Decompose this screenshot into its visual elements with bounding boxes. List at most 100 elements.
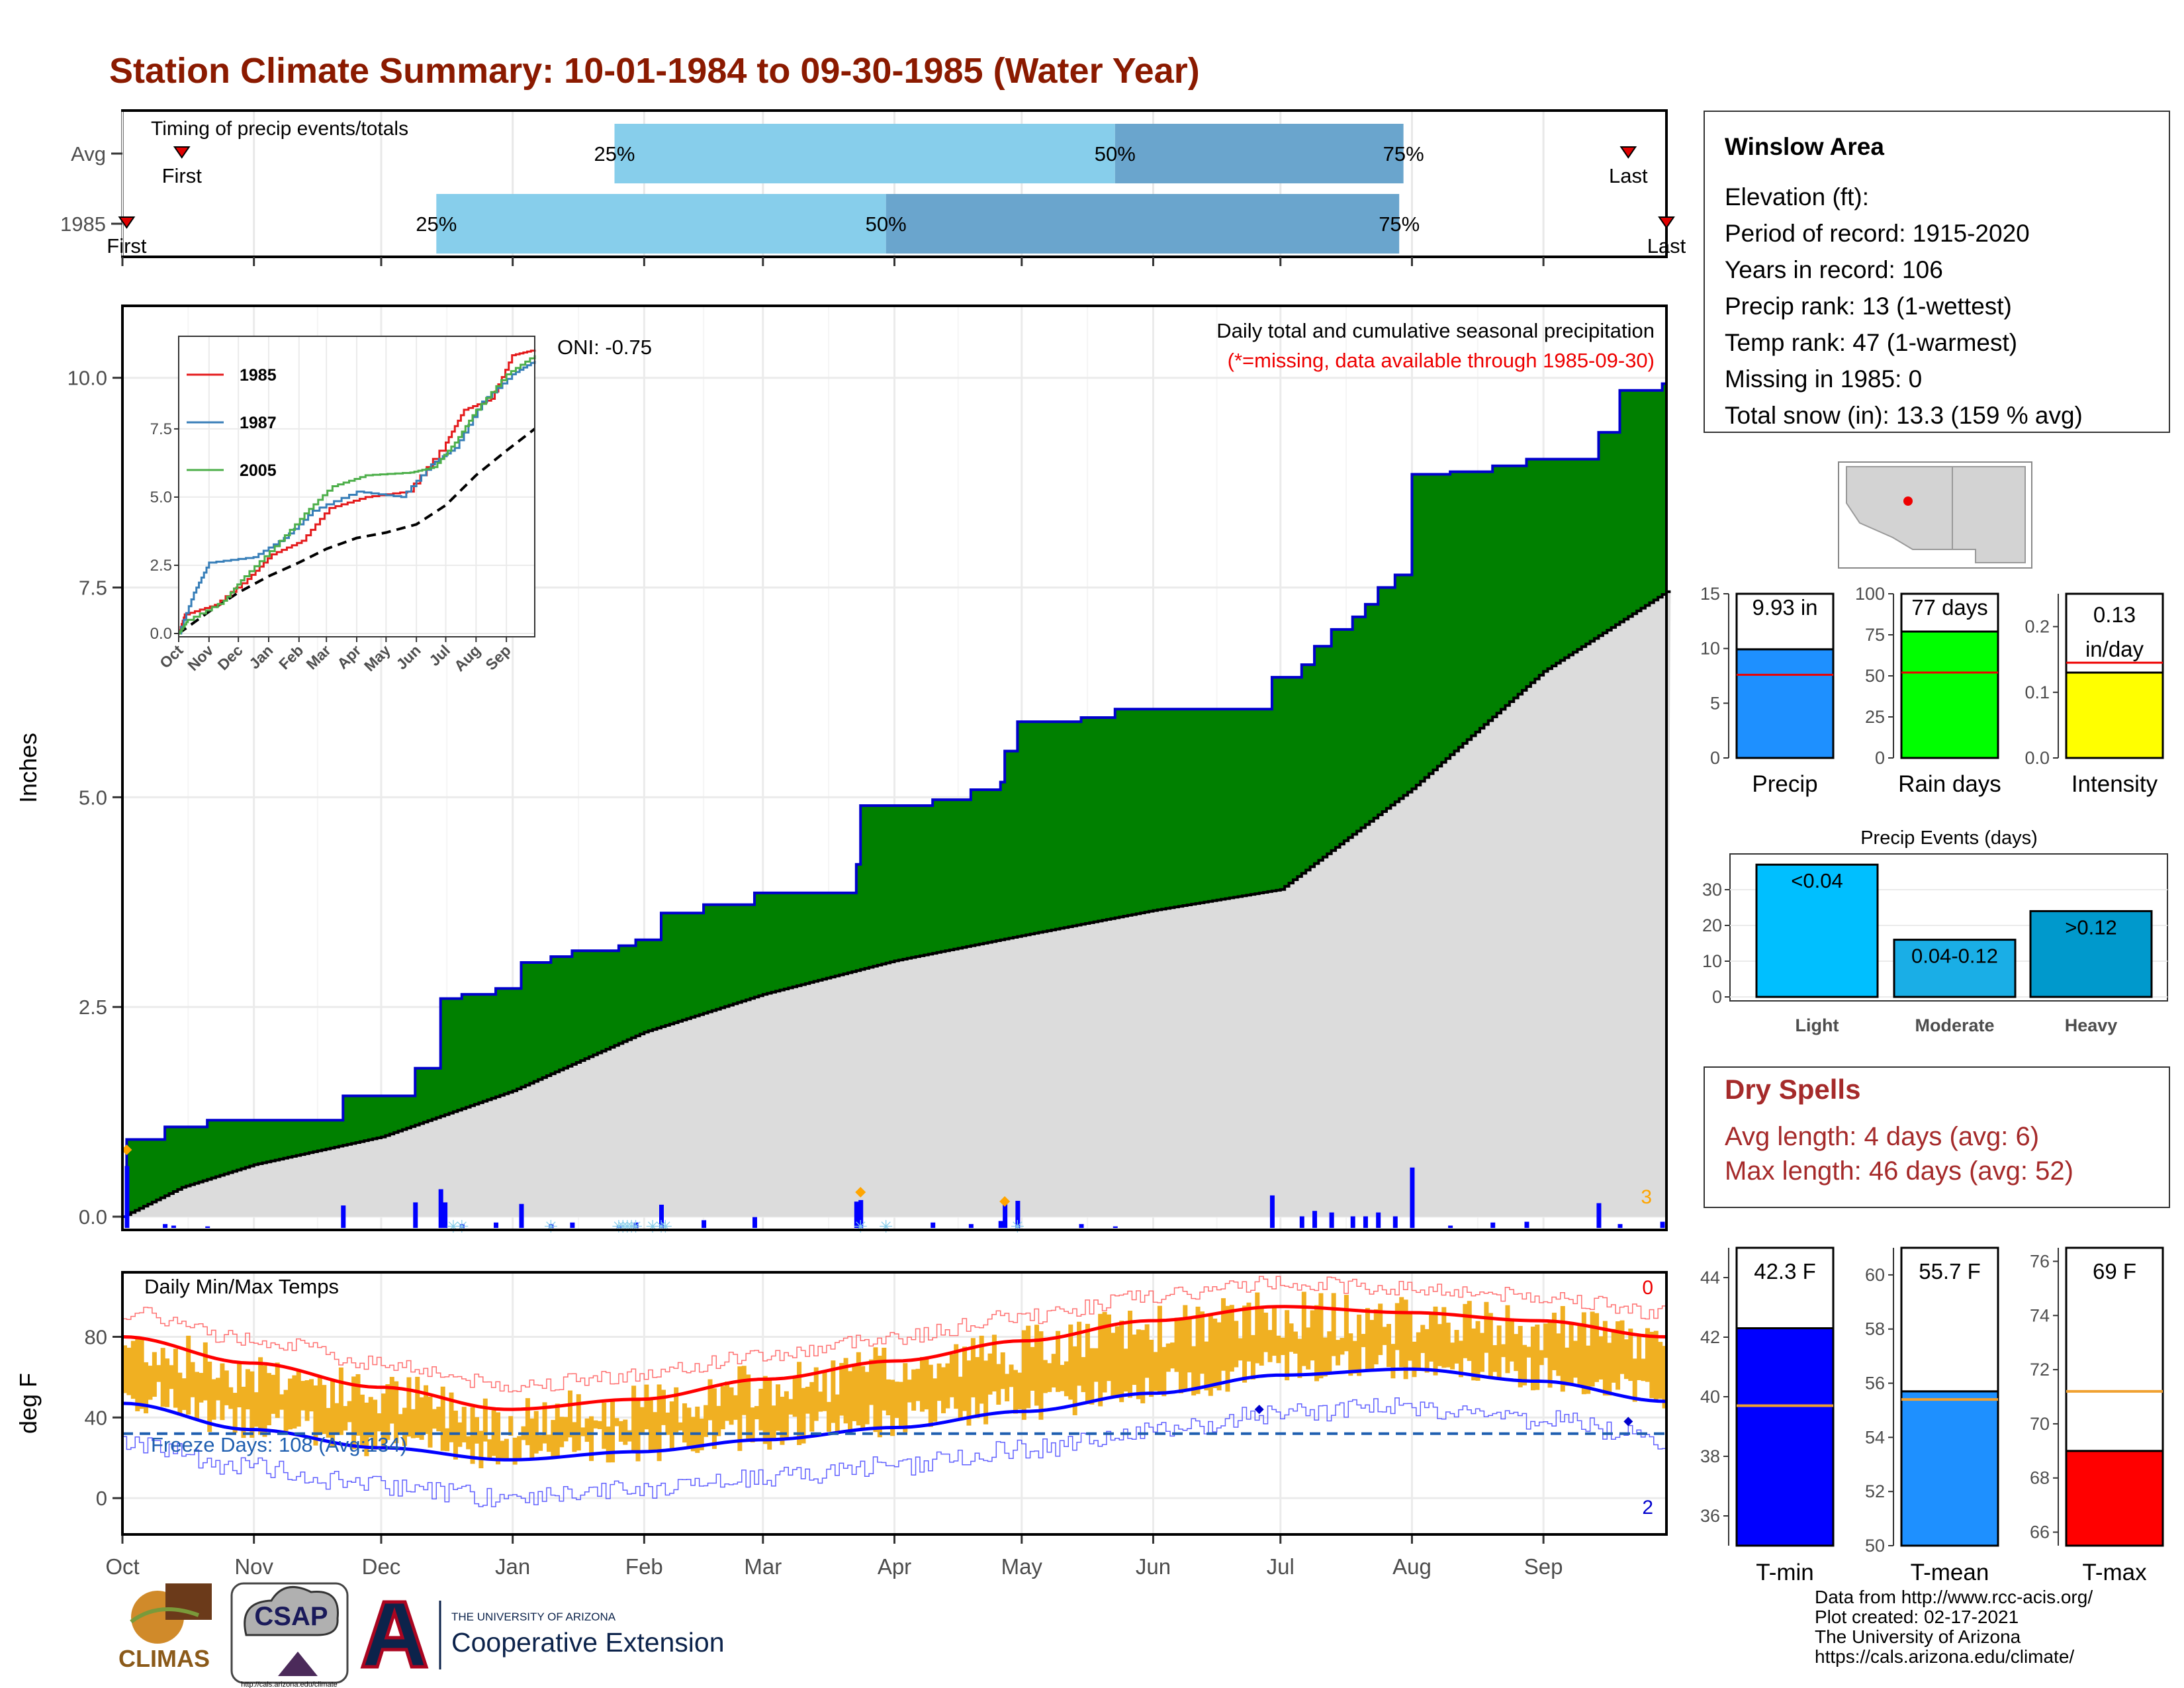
daily-precip-bar: [171, 1225, 176, 1228]
daily-temp-bar: [287, 1378, 293, 1430]
temp-mini-label: T-mean: [1911, 1560, 1989, 1585]
snow-marker: ✳: [620, 1217, 635, 1237]
daily-temp-bar: [415, 1376, 420, 1438]
daily-temp-bar: [754, 1406, 760, 1420]
snow-marker: ✳: [853, 1217, 868, 1237]
daily-temp-bar: [1271, 1305, 1277, 1356]
daily-temp-bar: [1619, 1320, 1625, 1374]
daily-temp-bar: [1475, 1321, 1480, 1381]
daily-temp-bar: [1382, 1327, 1387, 1345]
daily-temp-bar: [237, 1362, 242, 1407]
station-info-line: Total snow (in): 13.3 (159 % avg): [1725, 402, 2083, 429]
credit-line: The University of Arizona: [1815, 1626, 2021, 1647]
temp-mini-y-tick-label: 54: [1865, 1427, 1885, 1447]
snow-marker: ✳: [1010, 1217, 1024, 1237]
daily-temp-bar: [1297, 1338, 1302, 1378]
daily-temp-bar: [1399, 1297, 1404, 1368]
daily-temp-bar: [181, 1378, 187, 1411]
daily-temp-bar: [822, 1371, 827, 1411]
university-of-arizona-a-icon: [360, 1600, 429, 1669]
event-bar-range: 0.04-0.12: [1911, 945, 1998, 968]
daily-temp-bar: [262, 1365, 267, 1437]
temp-mini-value-label: 55.7 F: [1919, 1259, 1981, 1284]
daily-temp-bar: [1454, 1330, 1459, 1364]
daily-precip-bar: [570, 1222, 575, 1228]
daily-temp-bar: [758, 1388, 764, 1430]
daily-temp-bar: [1140, 1330, 1146, 1404]
daily-precip-bar: [752, 1217, 757, 1228]
daily-temp-bar: [245, 1369, 250, 1410]
ua-big-text: Cooperative Extension: [451, 1627, 725, 1658]
daily-temp-bar: [1153, 1352, 1158, 1391]
daily-temp-bar: [487, 1439, 492, 1458]
mini-y-tick-label: 25: [1865, 707, 1885, 727]
daily-temp-bar: [1064, 1361, 1069, 1397]
daily-temp-bar: [674, 1387, 679, 1432]
daily-temp-bar: [1361, 1334, 1366, 1348]
extreme-precip-marker: [999, 1196, 1011, 1207]
daily-temp-bar: [1572, 1340, 1578, 1378]
daily-temp-bar: [572, 1422, 577, 1452]
inset-y-tick-label: 7.5: [150, 420, 172, 438]
daily-temp-bar: [482, 1398, 488, 1442]
temp-mini-y-tick-label: 68: [2030, 1468, 2050, 1488]
daily-temp-bar: [936, 1363, 942, 1401]
daily-temp-bar: [1327, 1331, 1332, 1374]
daily-temp-bar: [500, 1440, 505, 1461]
daily-temp-bar: [1051, 1354, 1056, 1388]
credit-line: Plot created: 02-17-2021: [1815, 1607, 2019, 1627]
daily-temp-bar: [385, 1383, 390, 1440]
daily-temp-bar: [1178, 1320, 1183, 1393]
credit-line: https://cals.arizona.edu/climate/: [1815, 1646, 2074, 1667]
daily-temp-bar: [1165, 1343, 1171, 1372]
first-label: First: [162, 164, 203, 187]
daily-temp-bar: [1293, 1331, 1298, 1354]
precip-y-tick-label: 7.5: [79, 577, 107, 600]
daily-temp-bar: [1479, 1333, 1484, 1372]
daily-temp-bar: [1352, 1340, 1357, 1374]
daily-temp-bar: [903, 1363, 908, 1432]
temp-mini-y-tick-label: 58: [1865, 1319, 1885, 1339]
daily-temp-bar: [343, 1406, 348, 1431]
timing-quantile-label: 75%: [1379, 212, 1420, 236]
mini-y-tick-label: 5: [1710, 693, 1720, 713]
timing-row-label: Avg: [71, 142, 106, 165]
daily-temp-bar: [1038, 1331, 1044, 1420]
daily-temp-bar: [856, 1352, 861, 1426]
timing-row-Avg: Avg 25% 50% 75% First Last: [71, 124, 1648, 187]
daily-temp-bar: [207, 1361, 212, 1432]
daily-temp-bar: [776, 1384, 781, 1431]
daily-temp-bar: [1314, 1305, 1320, 1382]
temp-mini-y-tick-label: 42: [1700, 1327, 1720, 1347]
daily-temp-bar: [563, 1417, 569, 1442]
daily-temp-bar: [279, 1394, 285, 1410]
record-low-count: 2: [1642, 1497, 1653, 1519]
daily-temp-bar: [618, 1421, 623, 1442]
mini-y-tick-label: 50: [1865, 666, 1885, 686]
daily-temp-bar: [1505, 1305, 1510, 1374]
daily-temp-bar: [746, 1374, 751, 1440]
daily-temp-bar: [1204, 1341, 1209, 1391]
x-month-label: Aug: [1392, 1554, 1432, 1579]
daily-temp-bar: [1183, 1305, 1188, 1389]
daily-temp-bar: [975, 1357, 980, 1419]
daily-precip-bar: [633, 1222, 639, 1228]
daily-precip-bar: [616, 1225, 621, 1228]
daily-precip-bar: [494, 1222, 499, 1228]
mini-value-box: [1900, 592, 1999, 633]
daily-precip-bar: [1299, 1216, 1304, 1228]
daily-temp-bar: [886, 1379, 891, 1416]
timing-row-label: 1985: [60, 212, 106, 236]
daily-temp-bar: [919, 1356, 925, 1412]
page-title: Station Climate Summary: 10-01-1984 to 0…: [109, 51, 1200, 91]
daily-precip-bar: [1410, 1167, 1415, 1228]
daily-temp-bar: [1662, 1346, 1667, 1409]
daily-temp-bar: [474, 1417, 479, 1444]
daily-temp-bar: [1191, 1346, 1197, 1396]
daily-temp-bar: [1072, 1346, 1077, 1415]
daily-temp-bar: [1565, 1347, 1570, 1386]
daily-temp-bar: [933, 1378, 938, 1422]
daily-temp-bar: [453, 1411, 458, 1460]
daily-temp-bar: [1539, 1350, 1544, 1366]
